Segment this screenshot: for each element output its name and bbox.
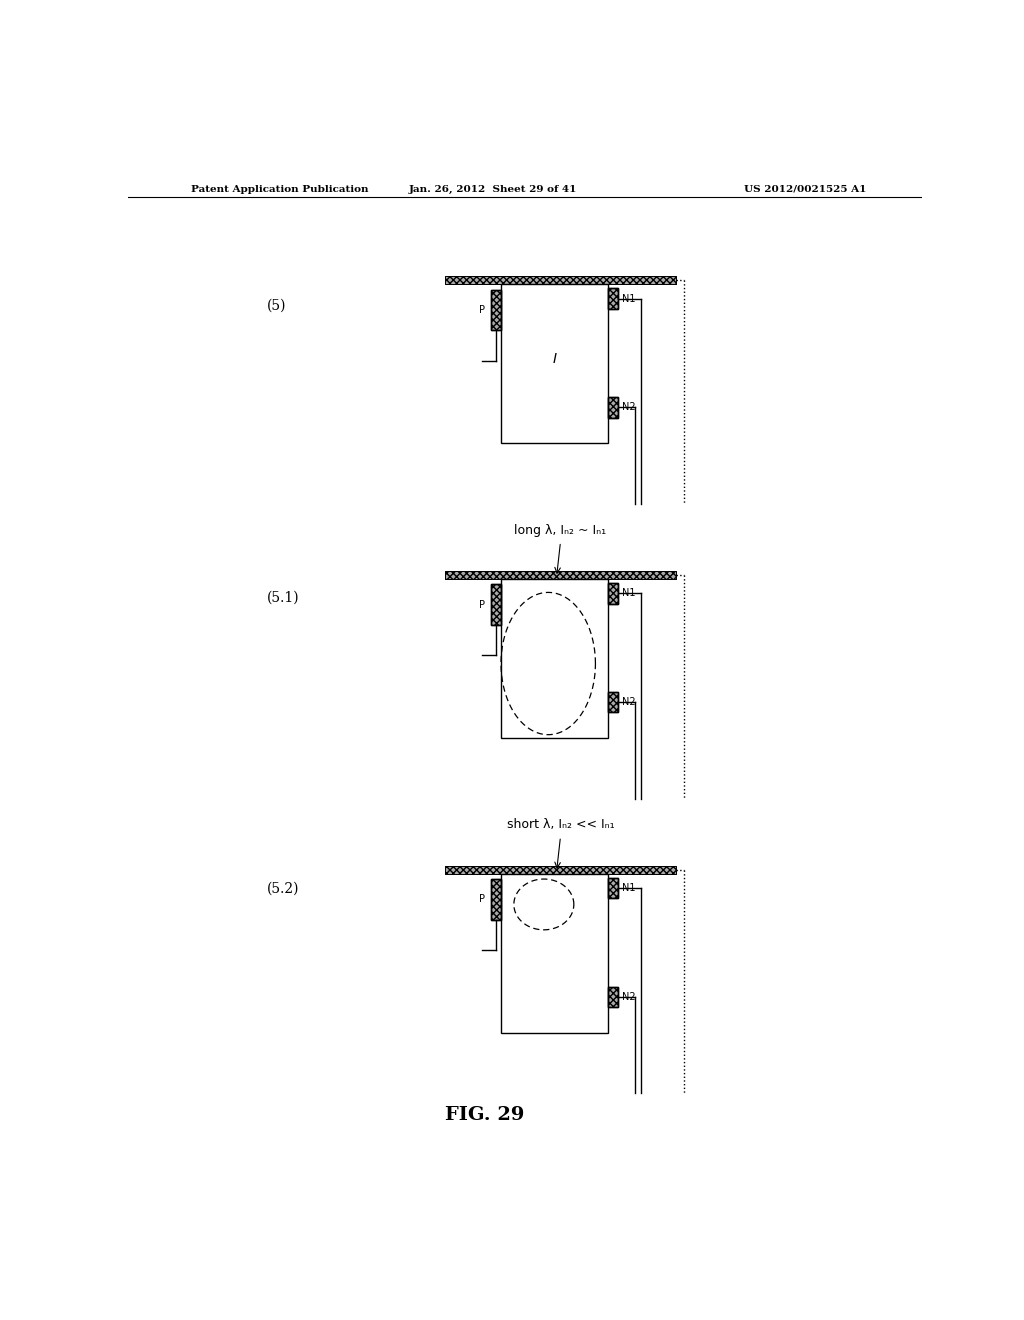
Text: N2: N2 — [622, 697, 635, 708]
Bar — [608, 692, 617, 713]
Bar — [608, 289, 617, 309]
Text: (5.1): (5.1) — [267, 590, 299, 605]
Bar — [608, 692, 617, 713]
Text: I: I — [553, 351, 557, 366]
Text: US 2012/0021525 A1: US 2012/0021525 A1 — [743, 185, 866, 194]
Bar — [608, 987, 617, 1007]
Bar — [445, 866, 676, 874]
Text: N2: N2 — [622, 991, 635, 1002]
Text: N1: N1 — [622, 883, 635, 894]
Text: (5): (5) — [267, 298, 287, 313]
Text: N1: N1 — [622, 589, 635, 598]
Text: long λ, Iₙ₂ ~ Iₙ₁: long λ, Iₙ₂ ~ Iₙ₁ — [514, 524, 606, 536]
Bar — [608, 289, 617, 309]
Bar — [445, 276, 676, 284]
Bar — [445, 572, 676, 579]
Bar — [445, 276, 676, 284]
Bar — [501, 284, 608, 444]
Bar — [608, 397, 617, 417]
Bar — [501, 874, 608, 1032]
Bar — [608, 583, 617, 603]
Bar — [608, 878, 617, 899]
Bar — [492, 585, 501, 624]
Bar — [608, 987, 617, 1007]
Text: P: P — [479, 895, 485, 904]
Text: N1: N1 — [622, 293, 635, 304]
Bar — [492, 585, 501, 624]
Bar — [492, 879, 501, 920]
Bar — [608, 878, 617, 899]
Text: (5.2): (5.2) — [267, 882, 299, 895]
Bar — [608, 397, 617, 417]
Bar — [492, 289, 501, 330]
Text: Patent Application Publication: Patent Application Publication — [191, 185, 369, 194]
Text: P: P — [479, 305, 485, 315]
Bar — [445, 572, 676, 579]
Bar — [501, 579, 608, 738]
Bar — [608, 583, 617, 603]
Text: P: P — [479, 599, 485, 610]
Text: short λ, Iₙ₂ << Iₙ₁: short λ, Iₙ₂ << Iₙ₁ — [507, 818, 614, 832]
Text: FIG. 29: FIG. 29 — [445, 1106, 525, 1125]
Bar — [445, 866, 676, 874]
Bar — [492, 879, 501, 920]
Text: Jan. 26, 2012  Sheet 29 of 41: Jan. 26, 2012 Sheet 29 of 41 — [409, 185, 578, 194]
Bar — [492, 289, 501, 330]
Text: N2: N2 — [622, 403, 635, 412]
